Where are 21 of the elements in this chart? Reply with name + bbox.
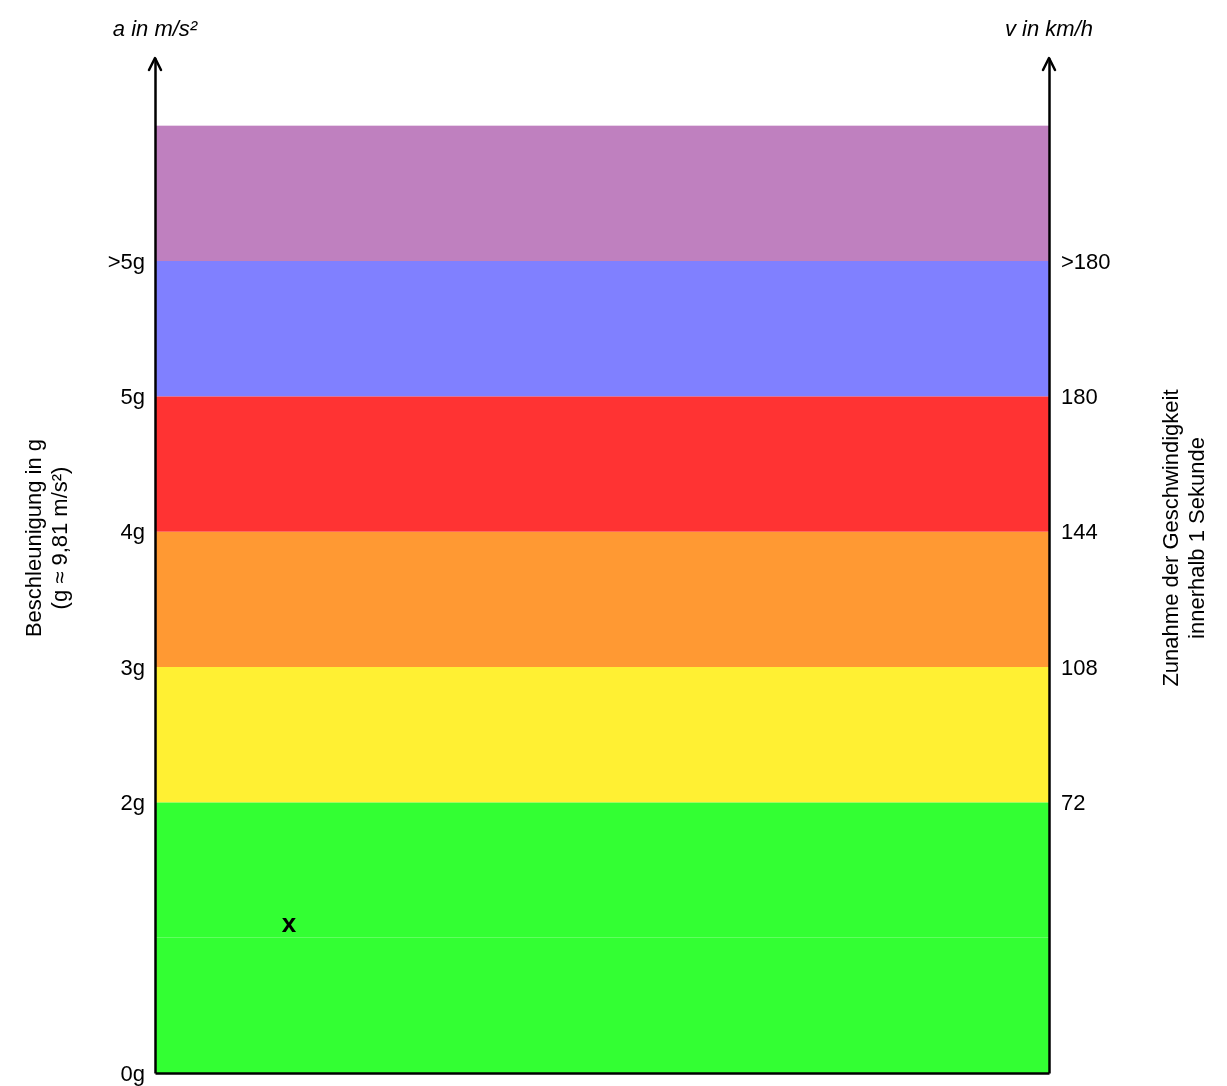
y-tick-label: 4g	[120, 519, 145, 545]
y2-axis-title: Zunahme der Geschwindigkeit innerhalb 1 Sekunde	[1158, 389, 1209, 687]
bar	[155, 667, 1049, 803]
y-tick-label: 3g	[120, 654, 145, 680]
y2-tick-label: 72	[1061, 789, 1086, 815]
y-tick-label: 0g	[120, 1060, 145, 1086]
bar	[155, 531, 1049, 667]
y-tick-label: 5g	[120, 383, 145, 409]
y-axis-title: Beschleunigung in g (g ≈ 9,81 m/s²)	[21, 438, 72, 638]
y2-tick-label: >180	[1061, 248, 1111, 274]
y-tick-label: 2g	[120, 789, 145, 815]
bar	[155, 261, 1049, 397]
annotation: x	[281, 908, 297, 939]
y2-tick-label: 108	[1061, 654, 1098, 680]
bar	[155, 125, 1049, 261]
y2-tick-label: 144	[1061, 519, 1098, 545]
y-tick-label: >5g	[107, 248, 145, 274]
bar	[155, 396, 1049, 532]
text: a in m/s²	[112, 16, 198, 41]
y2-tick-label: 180	[1061, 383, 1098, 409]
text: v in km/h	[1004, 16, 1094, 41]
